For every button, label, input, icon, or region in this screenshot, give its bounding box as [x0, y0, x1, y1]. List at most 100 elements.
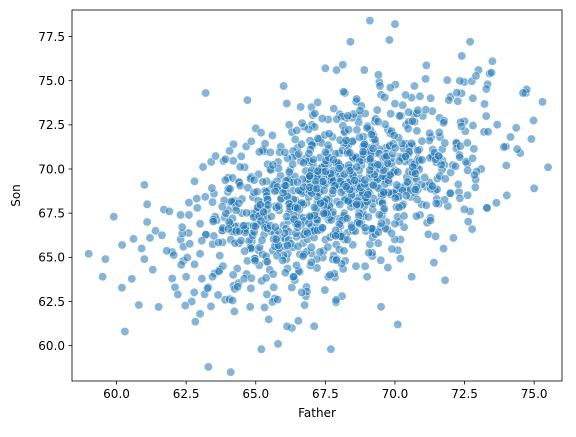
- data-point: [250, 221, 260, 231]
- data-point: [372, 105, 382, 115]
- data-point: [320, 147, 330, 157]
- data-point: [373, 117, 383, 127]
- data-point: [313, 166, 323, 176]
- data-point: [207, 272, 217, 282]
- data-point: [379, 187, 389, 197]
- data-point: [342, 213, 352, 223]
- data-point: [440, 275, 450, 285]
- data-point: [169, 250, 179, 260]
- data-point: [167, 274, 177, 284]
- data-point: [359, 65, 369, 75]
- x-tick-label: 75.0: [521, 387, 548, 401]
- data-point: [269, 282, 279, 292]
- data-point: [142, 199, 152, 209]
- data-point: [256, 344, 266, 354]
- data-point: [445, 188, 455, 198]
- data-point: [487, 56, 497, 66]
- data-point: [451, 161, 461, 171]
- data-point: [481, 111, 491, 121]
- data-point: [331, 295, 341, 305]
- data-point: [117, 283, 127, 293]
- y-tick-label: 77.5: [38, 30, 65, 44]
- data-point: [223, 224, 233, 234]
- y-tick-label: 62.5: [38, 295, 65, 309]
- data-point: [328, 155, 338, 165]
- data-point: [262, 289, 272, 299]
- data-point: [394, 111, 404, 121]
- data-point: [290, 134, 300, 144]
- data-point: [256, 128, 266, 138]
- data-point: [262, 257, 272, 267]
- data-point: [231, 205, 241, 215]
- data-point: [309, 321, 319, 331]
- data-point: [117, 240, 127, 250]
- data-point: [434, 127, 444, 137]
- x-tick-label: 67.5: [312, 387, 339, 401]
- data-point: [482, 203, 492, 213]
- data-point: [403, 124, 413, 134]
- data-point: [421, 200, 431, 210]
- data-point: [442, 75, 452, 85]
- data-point: [305, 171, 315, 181]
- data-point: [288, 159, 298, 169]
- data-point: [439, 244, 449, 254]
- data-point: [257, 235, 267, 245]
- data-point: [413, 146, 423, 156]
- data-point: [366, 129, 376, 139]
- data-point: [177, 222, 187, 232]
- data-point: [526, 134, 536, 144]
- data-point: [228, 295, 238, 305]
- data-point: [320, 63, 330, 73]
- data-point: [538, 97, 548, 107]
- data-point: [208, 197, 218, 207]
- x-axis-label: Father: [298, 406, 336, 420]
- data-point: [402, 177, 412, 187]
- data-point: [543, 162, 553, 172]
- data-point: [468, 93, 478, 103]
- data-point: [189, 287, 199, 297]
- data-point: [380, 92, 390, 102]
- data-point: [409, 81, 419, 91]
- y-tick-label: 75.0: [38, 74, 65, 88]
- data-point: [374, 210, 384, 220]
- data-point: [364, 248, 374, 258]
- data-point: [109, 212, 119, 222]
- x-axis: 60.0 62.5 65.0 67.5 70.0 72.5 75.0: [103, 381, 548, 401]
- data-point: [434, 151, 444, 161]
- data-point: [368, 144, 378, 154]
- data-point: [260, 139, 270, 149]
- data-point: [270, 222, 280, 232]
- data-point: [129, 234, 139, 244]
- data-point: [228, 139, 238, 149]
- data-point: [142, 217, 152, 227]
- x-tick-label: 62.5: [173, 387, 200, 401]
- data-point: [157, 230, 167, 240]
- data-point: [282, 240, 292, 250]
- data-point: [192, 194, 202, 204]
- data-point: [304, 148, 314, 158]
- data-point: [379, 204, 389, 214]
- data-point: [459, 204, 469, 214]
- data-point: [317, 223, 327, 233]
- data-point: [425, 216, 435, 226]
- data-point: [282, 321, 292, 331]
- data-point: [373, 160, 383, 170]
- data-point: [339, 246, 349, 256]
- data-point: [242, 208, 252, 218]
- data-point: [376, 218, 386, 228]
- data-point: [439, 118, 449, 128]
- data-point: [260, 302, 270, 312]
- data-point: [411, 211, 421, 221]
- data-point: [215, 251, 225, 261]
- data-point: [395, 254, 405, 264]
- data-point: [344, 125, 354, 135]
- data-point: [331, 231, 341, 241]
- data-point: [246, 273, 256, 283]
- data-point: [365, 154, 375, 164]
- data-point: [308, 155, 318, 165]
- data-point: [220, 175, 230, 185]
- data-point: [245, 302, 255, 312]
- data-point: [431, 198, 441, 208]
- data-point: [384, 35, 394, 45]
- data-point: [154, 302, 164, 312]
